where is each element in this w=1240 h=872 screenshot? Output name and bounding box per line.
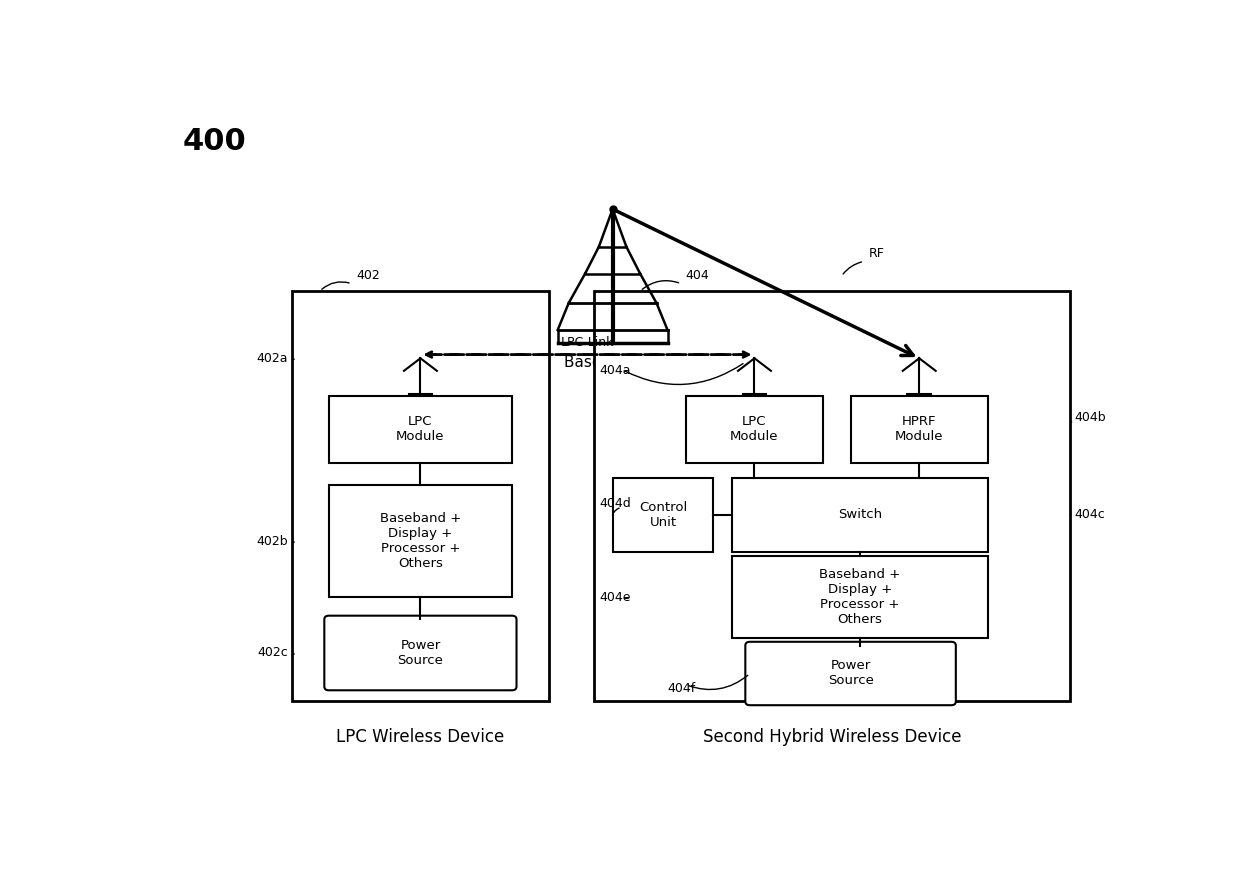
Text: 404c: 404c bbox=[1075, 508, 1106, 521]
Text: 402: 402 bbox=[356, 269, 381, 283]
FancyBboxPatch shape bbox=[325, 616, 517, 691]
Text: 404: 404 bbox=[686, 269, 709, 283]
Text: 402c: 402c bbox=[257, 646, 288, 659]
Bar bbox=[293, 291, 548, 701]
Text: Base Station: Base Station bbox=[564, 355, 661, 370]
Text: Baseband +
Display +
Processor +
Others: Baseband + Display + Processor + Others bbox=[820, 568, 900, 626]
Text: 400: 400 bbox=[182, 127, 247, 156]
Text: 404f: 404f bbox=[667, 682, 696, 695]
Bar bbox=[329, 396, 512, 463]
Text: 404e: 404e bbox=[599, 590, 630, 603]
Text: HPRF
Module: HPRF Module bbox=[895, 415, 944, 443]
Text: LPC Wireless Device: LPC Wireless Device bbox=[336, 727, 505, 746]
Bar bbox=[732, 556, 988, 638]
Text: LPC-Link: LPC-Link bbox=[560, 337, 614, 350]
Text: Baseband +
Display +
Processor +
Others: Baseband + Display + Processor + Others bbox=[379, 512, 461, 570]
Bar bbox=[329, 485, 512, 597]
Text: 404a: 404a bbox=[599, 364, 630, 378]
Text: 402b: 402b bbox=[257, 535, 288, 548]
Text: Switch: Switch bbox=[838, 508, 882, 521]
Text: 404d: 404d bbox=[599, 497, 631, 510]
Bar bbox=[686, 396, 823, 463]
Text: Power
Source: Power Source bbox=[827, 659, 873, 687]
Text: Second Hybrid Wireless Device: Second Hybrid Wireless Device bbox=[703, 727, 961, 746]
Bar bbox=[732, 478, 988, 552]
Text: 404b: 404b bbox=[1075, 412, 1106, 425]
Text: LPC
Module: LPC Module bbox=[730, 415, 779, 443]
Bar bbox=[851, 396, 988, 463]
Text: LPC
Module: LPC Module bbox=[396, 415, 445, 443]
FancyBboxPatch shape bbox=[745, 642, 956, 705]
Text: RF: RF bbox=[869, 248, 885, 261]
Text: 402a: 402a bbox=[257, 351, 288, 364]
Text: Power
Source: Power Source bbox=[398, 639, 444, 667]
Text: Control
Unit: Control Unit bbox=[639, 501, 687, 529]
Bar bbox=[613, 478, 713, 552]
Bar bbox=[594, 291, 1070, 701]
